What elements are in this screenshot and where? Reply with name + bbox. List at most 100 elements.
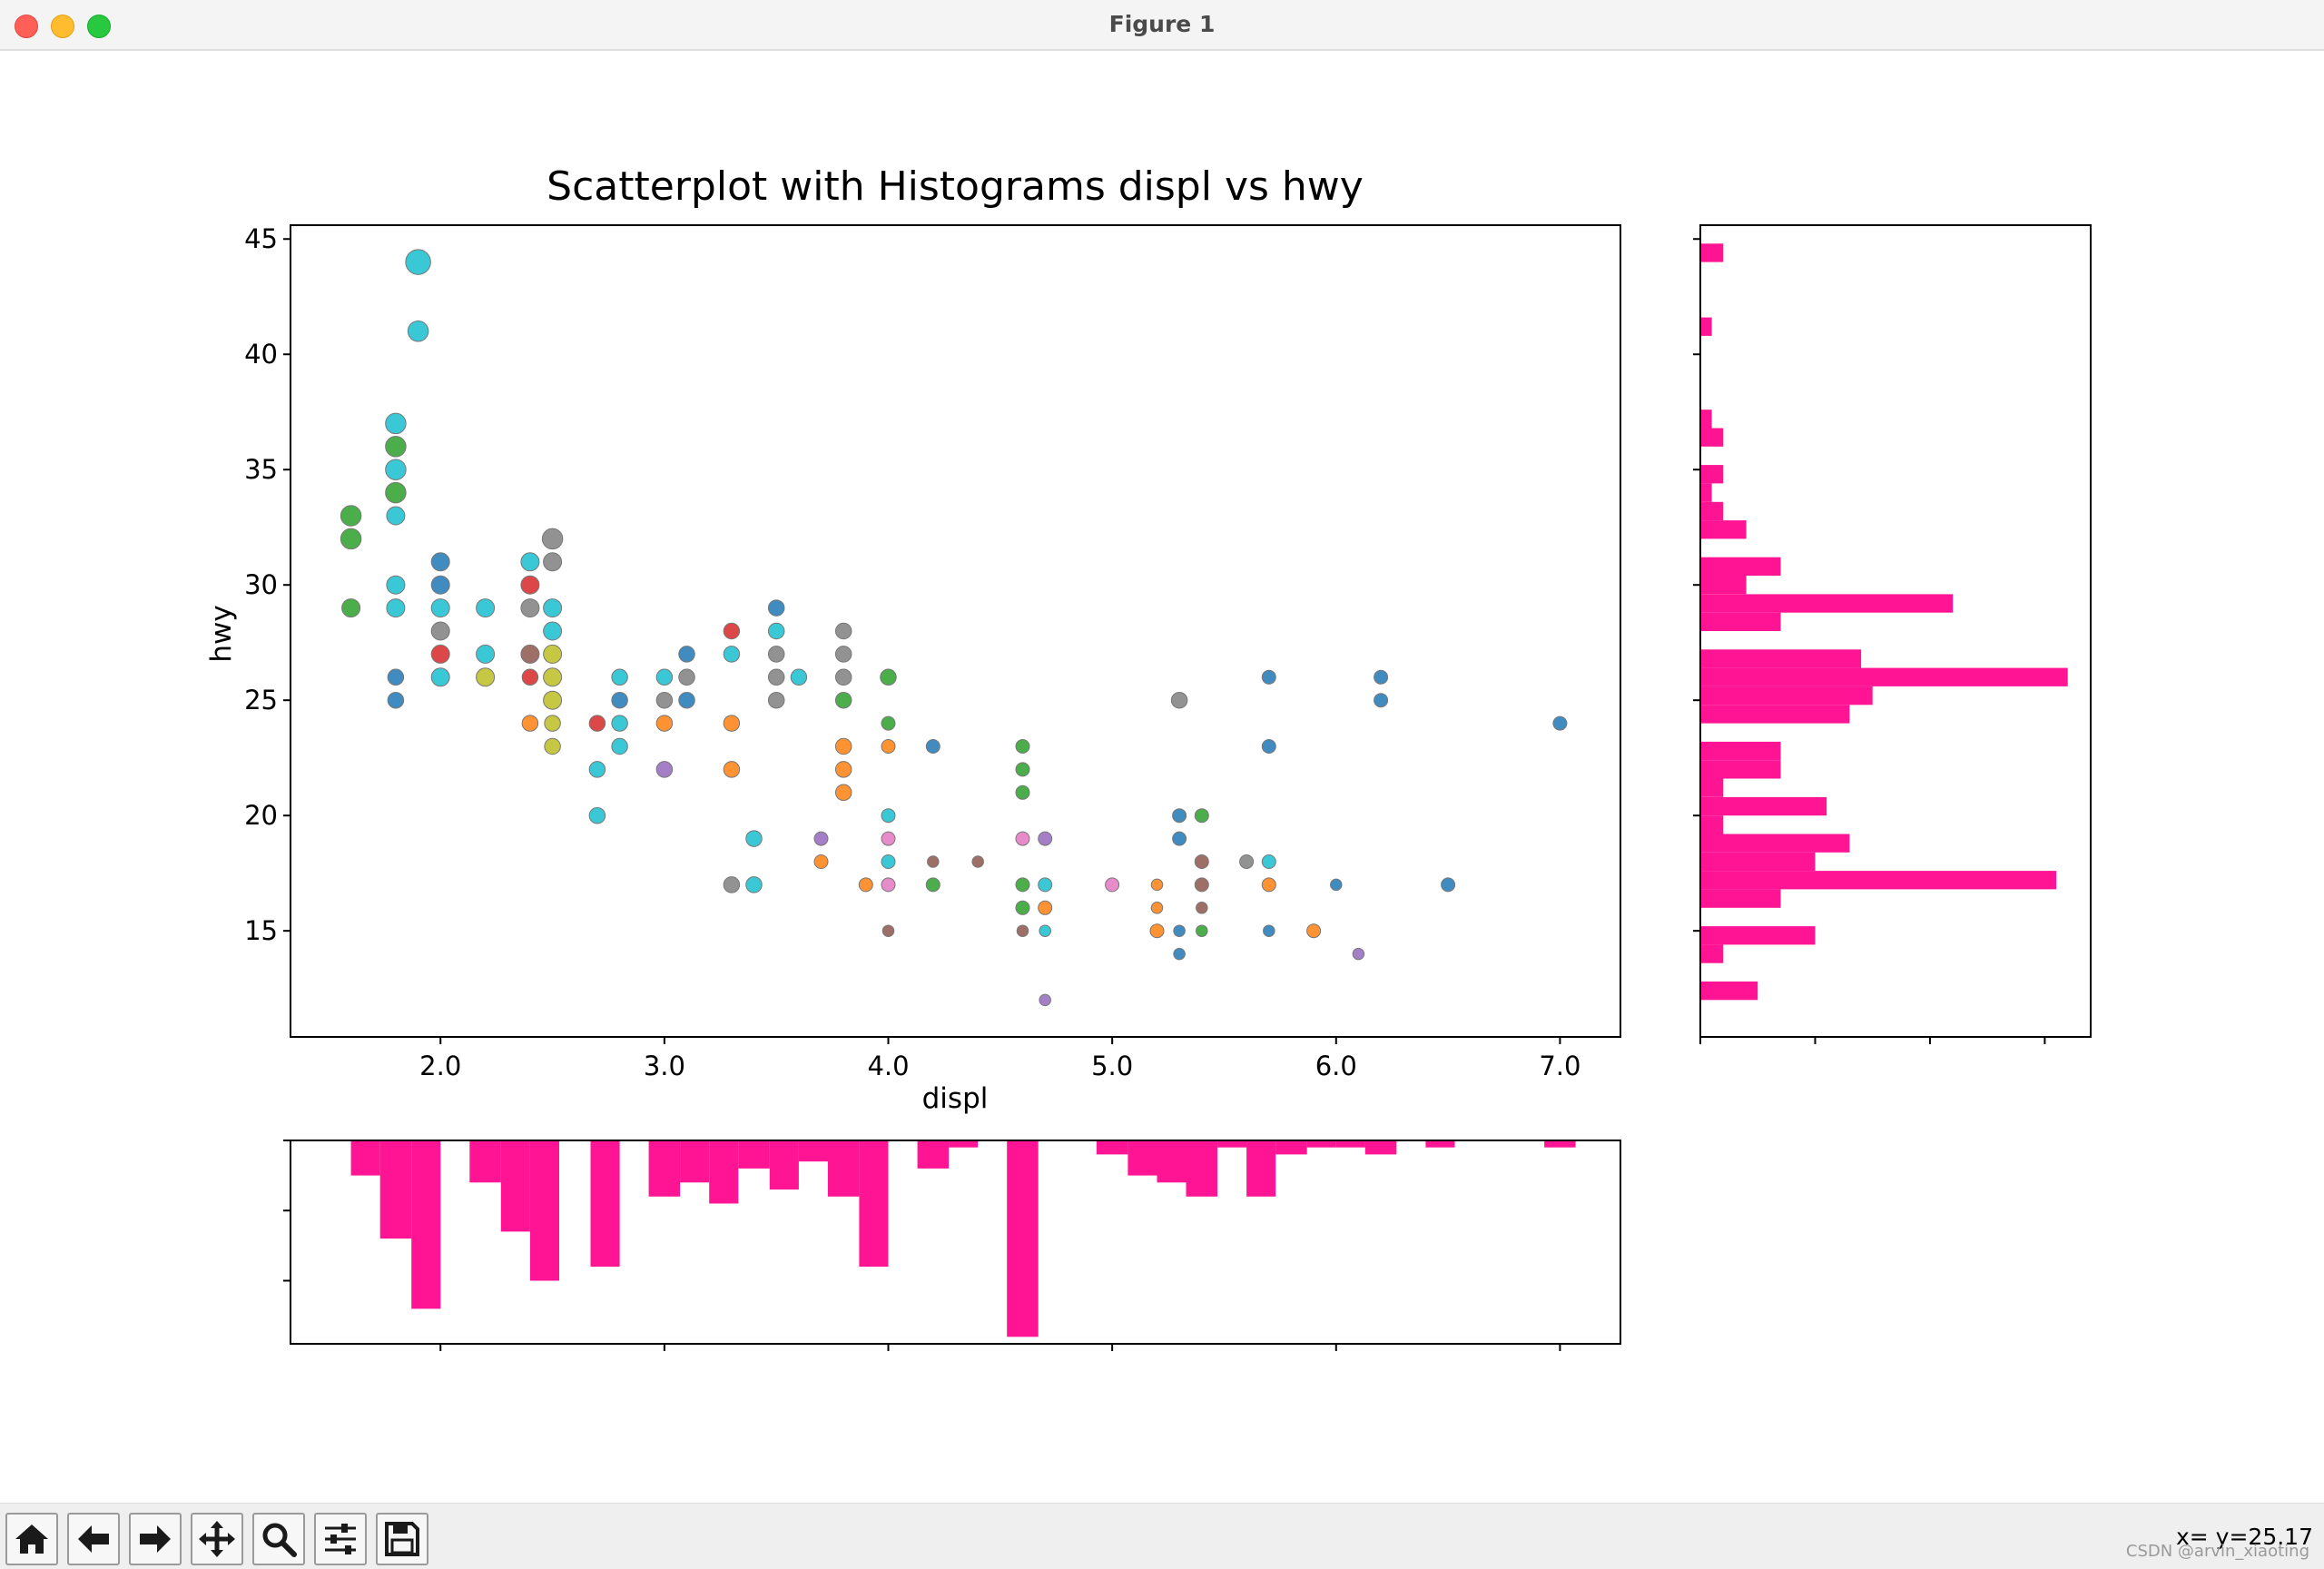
x-tick-label: 6.0	[1315, 1051, 1357, 1081]
configure-subplots-button[interactable]	[314, 1513, 367, 1565]
data-point	[1038, 877, 1053, 893]
data-point	[881, 808, 896, 824]
displ-histogram-bar	[1275, 1140, 1307, 1155]
save-button[interactable]	[376, 1513, 428, 1565]
hwy-histogram-bar	[1700, 649, 1862, 668]
displ-histogram-bar	[738, 1140, 770, 1169]
displ-histogram-bar	[590, 1140, 620, 1267]
data-point	[1374, 669, 1389, 685]
displ-histogram-bar	[1128, 1140, 1157, 1176]
hwy-histogram-bar	[1700, 520, 1747, 539]
y-tick-label: 20	[244, 800, 278, 831]
data-point	[813, 831, 829, 846]
data-point	[1015, 877, 1030, 893]
data-point	[385, 459, 407, 480]
data-point	[1196, 924, 1208, 937]
displ-histogram-bar	[469, 1140, 501, 1183]
forward-arrow-icon	[140, 1525, 171, 1553]
back-arrow-icon	[78, 1525, 109, 1553]
data-point	[1552, 715, 1568, 731]
data-point	[430, 667, 450, 687]
displ-histogram-bar	[500, 1140, 530, 1232]
displ-histogram-bar	[1157, 1140, 1187, 1183]
hwy-histogram-bar	[1700, 852, 1816, 872]
y-tick-label: 40	[244, 339, 278, 370]
data-point	[723, 646, 741, 663]
y-tick-label: 25	[244, 685, 278, 715]
data-point	[476, 644, 496, 664]
hwy-histogram-bar	[1700, 612, 1781, 631]
data-point	[430, 552, 450, 572]
data-point	[881, 739, 896, 754]
displ-histogram-bar	[411, 1140, 441, 1309]
chart-title: Scatterplot with Histograms displ vs hwy	[547, 163, 1364, 210]
close-window-button[interactable]	[15, 15, 38, 38]
data-point	[1170, 691, 1188, 709]
data-point	[340, 528, 362, 550]
data-point	[971, 855, 984, 868]
data-point	[858, 877, 873, 893]
data-point	[1196, 902, 1208, 914]
hwy-histogram	[1693, 238, 2068, 1044]
data-point	[543, 667, 563, 687]
data-point	[834, 761, 852, 778]
home-button[interactable]	[5, 1513, 58, 1565]
data-point	[723, 622, 741, 640]
data-point	[543, 598, 563, 618]
data-point	[1330, 878, 1343, 892]
x-tick-label: 4.0	[867, 1051, 909, 1081]
data-point	[655, 761, 674, 778]
scatter-axes: 2.0 3.0 4.0 5.0 6.0 7.0 15 20 25 30 35 40 45	[244, 223, 1581, 1081]
data-point	[405, 249, 431, 275]
data-point	[1172, 808, 1187, 824]
data-point	[1038, 831, 1053, 846]
data-point	[1261, 739, 1276, 754]
data-point	[611, 737, 628, 755]
home-icon	[15, 1525, 48, 1554]
scatter-plot	[340, 249, 1568, 1007]
displ-histogram-bar	[827, 1140, 860, 1197]
scatter-axes-frame	[290, 224, 1621, 1038]
zoom-button[interactable]	[252, 1513, 305, 1565]
window-title: Figure 1	[1108, 11, 1216, 37]
x-axis-label: displ	[922, 1082, 989, 1115]
y-axis-label: hwy	[205, 605, 238, 662]
displ-histogram-bar	[529, 1140, 559, 1281]
data-point	[678, 646, 695, 663]
hwy-histogram-bar	[1700, 741, 1781, 761]
data-point	[430, 644, 450, 664]
displ-histogram-bar	[798, 1140, 828, 1162]
data-point	[723, 876, 741, 893]
displ-histogram-bar	[1186, 1140, 1217, 1197]
data-point	[340, 505, 362, 527]
data-point	[430, 621, 450, 641]
displ-histogram-bar	[859, 1140, 889, 1267]
minimize-window-button[interactable]	[51, 15, 74, 38]
data-point	[386, 506, 406, 526]
hwy-histogram-bar	[1700, 982, 1758, 1001]
data-point	[1149, 923, 1165, 939]
data-point	[1352, 947, 1365, 961]
data-point	[925, 739, 940, 754]
y-tick-label: 30	[244, 569, 278, 600]
hwy-histogram-bar	[1700, 501, 1724, 521]
data-point	[588, 715, 606, 732]
data-point	[1194, 808, 1209, 824]
x-tick-label: 5.0	[1091, 1051, 1133, 1081]
displ-histogram-bar	[1007, 1140, 1039, 1337]
x-tick-label: 2.0	[419, 1051, 461, 1081]
displ-histogram-bar	[1217, 1140, 1247, 1148]
displ-histogram-bar	[379, 1140, 412, 1239]
data-point	[813, 854, 829, 869]
pan-button[interactable]	[191, 1513, 243, 1565]
maximize-window-button[interactable]	[87, 15, 111, 38]
x-tick-label: 7.0	[1539, 1051, 1581, 1081]
displ-histogram-bar	[1335, 1140, 1365, 1148]
y-tick-label: 15	[244, 915, 278, 946]
data-point	[476, 667, 496, 687]
displ-histogram	[283, 1140, 1576, 1351]
back-button[interactable]	[67, 1513, 120, 1565]
hwy-histogram-bar	[1700, 410, 1712, 429]
data-point	[476, 598, 496, 618]
forward-button[interactable]	[129, 1513, 182, 1565]
